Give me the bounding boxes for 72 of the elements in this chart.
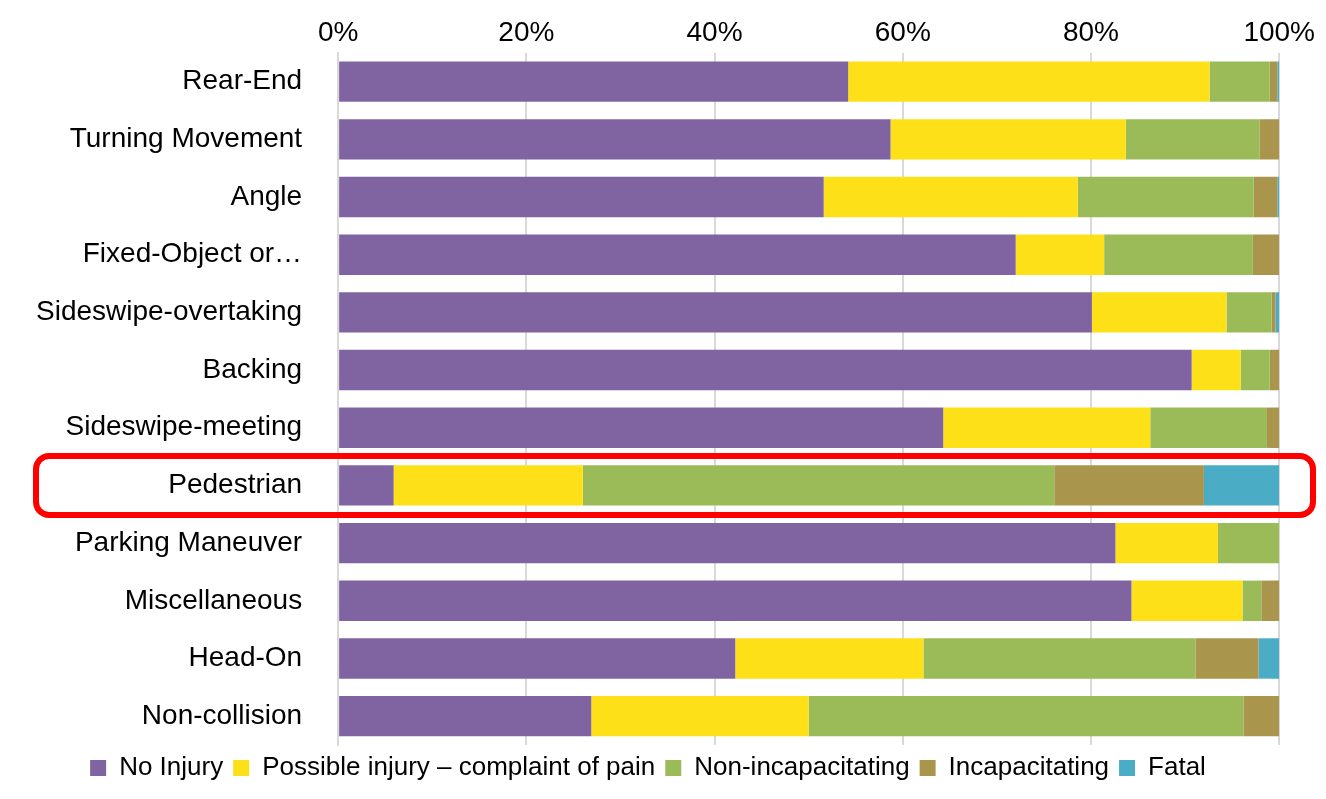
legend-label: Incapacitating — [948, 751, 1110, 782]
bar — [923, 638, 1196, 679]
bar — [582, 465, 1055, 506]
bar — [1259, 119, 1280, 160]
bar — [1218, 522, 1280, 564]
x-tick-label: 80% — [1062, 15, 1120, 47]
bar — [1150, 407, 1267, 448]
bar — [1258, 638, 1280, 679]
bar — [1203, 465, 1280, 506]
bar — [1125, 119, 1260, 160]
legend-label: Possible injury – complaint of pain — [262, 751, 656, 782]
bar — [339, 638, 736, 679]
bar — [1226, 292, 1272, 333]
bar — [339, 292, 1092, 333]
bar — [943, 407, 1151, 448]
bar — [1240, 349, 1270, 391]
legend-label: Non-incapacitating — [694, 751, 910, 782]
bar — [1269, 349, 1280, 391]
bar — [1269, 61, 1278, 102]
bar — [1243, 695, 1280, 737]
legend-label: Fatal — [1148, 751, 1206, 782]
y-tick-label: Turning Movement — [69, 122, 303, 154]
y-tick-label: Sideswipe-overtaking — [36, 295, 303, 327]
bar — [1275, 292, 1280, 333]
bar — [1261, 580, 1280, 621]
bar — [339, 119, 891, 160]
x-tick-label: 60% — [874, 15, 931, 47]
bar — [1054, 465, 1204, 506]
x-tick-label: 40% — [686, 15, 743, 47]
bar — [339, 61, 849, 102]
y-tick-label: Rear-End — [182, 64, 303, 96]
bar — [339, 407, 944, 448]
bar — [1253, 176, 1278, 218]
bar — [339, 176, 824, 218]
bar — [823, 176, 1078, 218]
bar — [339, 234, 1016, 275]
bar — [1242, 580, 1262, 621]
y-tick-label: Parking Maneuver — [74, 525, 303, 557]
y-tick-label: Sideswipe-meeting — [65, 410, 303, 442]
y-tick-label: Miscellaneous — [124, 583, 303, 615]
bar — [591, 695, 809, 737]
bar — [848, 61, 1210, 102]
bar — [339, 349, 1192, 391]
bar — [339, 522, 1116, 564]
bar — [1266, 407, 1280, 448]
bar — [890, 119, 1126, 160]
bar — [339, 580, 1132, 621]
y-tick-label: Head-On — [188, 641, 303, 673]
bar — [1104, 234, 1253, 275]
bar — [1195, 638, 1259, 679]
bar — [339, 695, 592, 737]
legend-label: No Injury — [119, 751, 224, 782]
y-tick-label: Fixed-Object or… — [82, 237, 303, 269]
bar — [1091, 292, 1227, 333]
x-tick-label: 20% — [498, 15, 555, 47]
bar — [1209, 61, 1270, 102]
bar — [735, 638, 924, 679]
y-tick-label: Angle — [230, 179, 303, 211]
bar — [808, 695, 1244, 737]
y-tick-label: Non-collision — [141, 698, 303, 730]
y-tick-label: Pedestrian — [168, 468, 303, 500]
x-tick-label: 0% — [317, 15, 359, 47]
y-tick-label: Backing — [202, 352, 303, 384]
bar — [393, 465, 583, 506]
bar — [1077, 176, 1254, 218]
x-tick-label: 100% — [1243, 15, 1316, 47]
bar — [1131, 580, 1243, 621]
bar — [1115, 522, 1219, 564]
bar — [339, 465, 394, 506]
bar — [1191, 349, 1241, 391]
bar — [1015, 234, 1105, 275]
bar — [1252, 234, 1280, 275]
